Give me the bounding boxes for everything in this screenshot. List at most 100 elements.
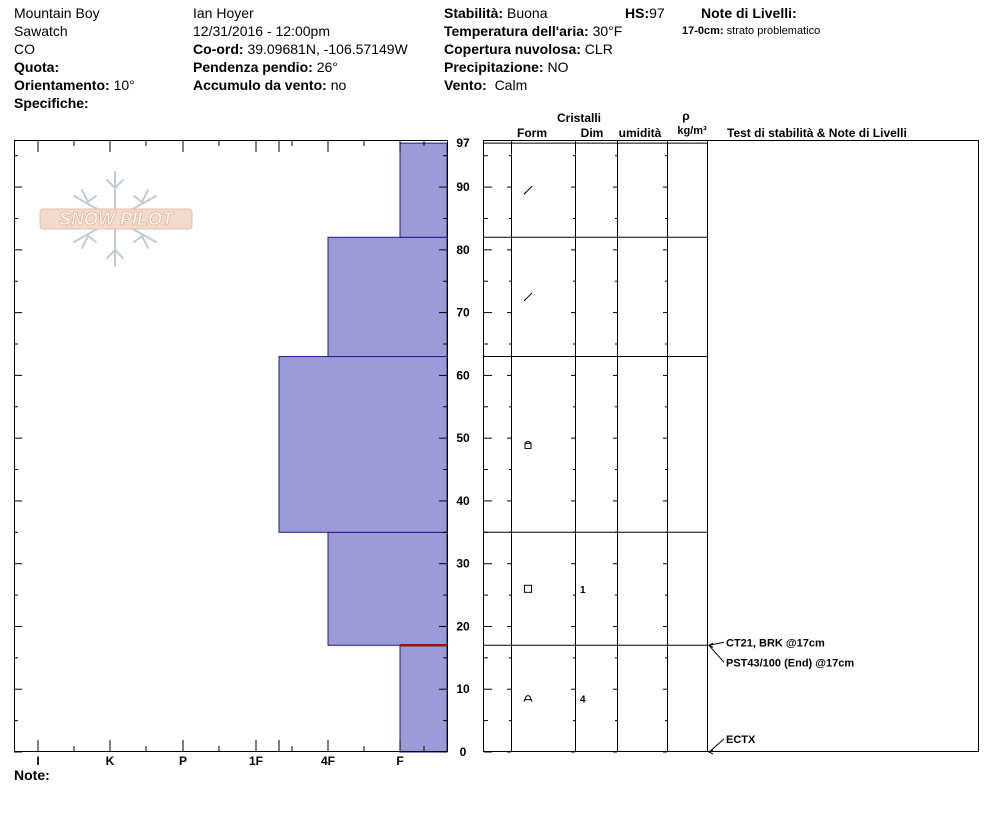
snowpilot-logo: SNOW PILOT bbox=[39, 171, 193, 267]
test-arrow-icon bbox=[707, 642, 714, 648]
vento-field: Vento: Calm bbox=[444, 76, 527, 94]
depth-label: 60 bbox=[456, 368, 470, 382]
test-leader-line bbox=[708, 738, 725, 753]
temperatura-value: 30°F bbox=[592, 23, 623, 39]
hardness-label: 4F bbox=[321, 754, 335, 768]
copertura-label: Copertura nuvolosa: bbox=[444, 41, 581, 57]
coord-label: Co-ord: bbox=[193, 41, 244, 57]
observer-name: Ian Hoyer bbox=[193, 5, 254, 21]
location-state: CO bbox=[14, 41, 35, 57]
hardness-layer-bar bbox=[327, 236, 448, 358]
crystal-dim-value: 4 bbox=[580, 695, 586, 706]
vento-label: Vento: bbox=[444, 77, 487, 93]
depth-label: 90 bbox=[456, 180, 470, 194]
note-field: Note: bbox=[14, 766, 50, 784]
hardness-plot-frame bbox=[14, 140, 448, 752]
depth-label: 70 bbox=[456, 306, 470, 320]
hardness-label: P bbox=[179, 754, 187, 768]
crystal-dim-value: 1 bbox=[580, 585, 586, 596]
copertura-field: Copertura nuvolosa: CLR bbox=[444, 40, 613, 58]
note-label: Note: bbox=[14, 767, 50, 783]
depth-label: 80 bbox=[456, 243, 470, 257]
form-header: Form bbox=[517, 126, 547, 140]
hardness-plot-ticks bbox=[14, 140, 447, 753]
hardness-layer-bar bbox=[327, 531, 448, 646]
hardness-layers bbox=[278, 142, 448, 753]
hardness-layer-bar bbox=[399, 142, 448, 238]
orientamento-field: Orientamento: 10° bbox=[14, 76, 135, 94]
depth-label: 0 bbox=[460, 745, 467, 759]
stabilita-label: Stabilità: bbox=[444, 5, 504, 21]
stability-tests: CT21, BRK @17cm PST43/100 (End) @17cm ECTX bbox=[707, 637, 854, 755]
pendenza-field: Pendenza pendio: 26° bbox=[193, 58, 338, 76]
snowpilot-logo-text: SNOW PILOT bbox=[59, 209, 175, 229]
coord-field: Co-ord: 39.09681N, -106.57149W bbox=[193, 40, 408, 58]
faceted-crystal-icon bbox=[524, 584, 532, 593]
hs-value: 97 bbox=[649, 5, 665, 21]
depth-label: 30 bbox=[456, 557, 470, 571]
hardness-label: F bbox=[396, 754, 403, 768]
accumulo-value: no bbox=[330, 77, 347, 93]
stability-test-label: ECTX bbox=[726, 734, 756, 746]
location-range: Sawatch bbox=[14, 23, 68, 39]
copertura-value: CLR bbox=[584, 41, 613, 57]
depth-axis-labels: 0 10 20 30 40 50 60 70 80 90 97 bbox=[456, 136, 470, 759]
specifiche-label: Specifiche: bbox=[14, 95, 89, 111]
tests-header: Test di stabilità & Note di Livelli bbox=[727, 126, 907, 140]
test-leader-line bbox=[708, 644, 725, 663]
test-arrow-icon bbox=[707, 749, 714, 755]
dim-header: Dim bbox=[581, 126, 604, 140]
note-livelli-label: Note di Livelli: bbox=[701, 5, 797, 21]
specifiche-field: Specifiche: bbox=[14, 94, 89, 112]
pendenza-label: Pendenza pendio: bbox=[193, 59, 313, 75]
crystal-table-rows: 41 bbox=[484, 142, 707, 706]
test-leader-line bbox=[708, 641, 725, 646]
hardness-layer-bar bbox=[278, 356, 448, 533]
layer-note-depth: 17-0cm: bbox=[682, 25, 724, 37]
hardness-label: K bbox=[106, 754, 115, 768]
decomposing-fragments-icon bbox=[523, 292, 533, 302]
quota-field: Quota: bbox=[14, 58, 59, 76]
orientamento-value: 10° bbox=[113, 77, 135, 93]
crystal-table-ticks bbox=[484, 155, 667, 753]
precipitazione-field: Precipitazione: NO bbox=[444, 58, 568, 76]
temperatura-field: Temperatura dell'aria: 30°F bbox=[444, 22, 622, 40]
orientamento-label: Orientamento: bbox=[14, 77, 110, 93]
location-name: Mountain Boy bbox=[14, 5, 100, 21]
umidita-header: umidità bbox=[619, 126, 662, 140]
precipitation-particles-icon bbox=[523, 695, 533, 702]
stability-test: CT21, BRK @17cm bbox=[707, 637, 825, 649]
layer-note: 17-0cm: strato problematico bbox=[682, 22, 820, 40]
accumulo-field: Accumulo da vento: no bbox=[193, 76, 346, 94]
stabilita-field: Stabilità: Buona bbox=[444, 4, 548, 22]
stability-test: PST43/100 (End) @17cm bbox=[707, 642, 854, 669]
hardness-label: 1F bbox=[249, 754, 263, 768]
precipitazione-label: Precipitazione: bbox=[444, 59, 544, 75]
note-livelli-heading: Note di Livelli: bbox=[701, 4, 797, 22]
quota-label: Quota: bbox=[14, 59, 60, 75]
pendenza-value: 26° bbox=[316, 59, 338, 75]
decomposing-fragments-icon bbox=[523, 185, 533, 195]
layer-note-text: strato problematico bbox=[726, 25, 821, 37]
stability-test: ECTX bbox=[707, 734, 756, 755]
depth-label: 97 bbox=[456, 136, 470, 150]
depth-label: 50 bbox=[456, 431, 470, 445]
density-symbol-header: ρ bbox=[682, 109, 689, 123]
rounding-facets-icon bbox=[524, 440, 532, 449]
stability-test-label: CT21, BRK @17cm bbox=[726, 637, 825, 649]
density-unit-header: kg/m³ bbox=[677, 125, 707, 137]
stabilita-value: Buona bbox=[507, 5, 548, 21]
temperatura-label: Temperatura dell'aria: bbox=[444, 23, 589, 39]
precipitazione-value: NO bbox=[547, 59, 569, 75]
depth-label: 40 bbox=[456, 494, 470, 508]
vento-value: Calm bbox=[494, 77, 528, 93]
hardness-label: I bbox=[36, 754, 39, 768]
depth-label: 10 bbox=[456, 682, 470, 696]
hardness-layer-bar bbox=[399, 644, 448, 753]
cristalli-header: Cristalli bbox=[557, 111, 601, 125]
accumulo-label: Accumulo da vento: bbox=[193, 77, 327, 93]
coord-value: 39.09681N, -106.57149W bbox=[247, 41, 408, 57]
observation-datetime: 12/31/2016 - 12:00pm bbox=[193, 23, 330, 39]
hardness-axis-labels: I K P 1F 4F F bbox=[36, 754, 403, 768]
